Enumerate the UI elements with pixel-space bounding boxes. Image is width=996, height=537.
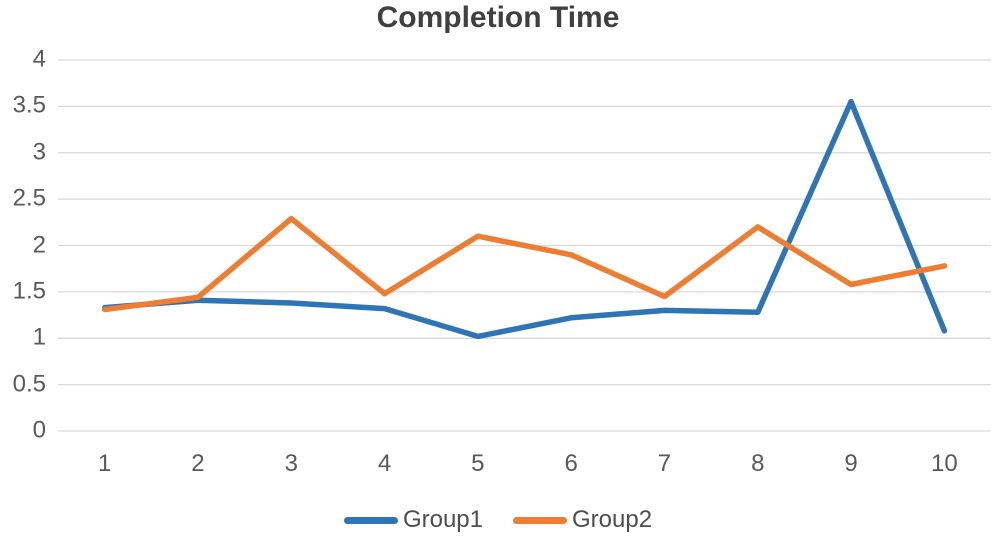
- legend-swatch-icon: [513, 516, 567, 524]
- legend: Group1 Group2: [0, 505, 996, 535]
- x-axis-tick-label: 8: [751, 450, 765, 477]
- legend-item-group2: Group2: [513, 506, 652, 534]
- y-axis-tick-label: 0.5: [12, 370, 46, 398]
- y-axis-tick-label: 1.5: [12, 277, 46, 305]
- x-axis-tick-label: 10: [930, 450, 958, 477]
- x-axis-tick-label: 4: [377, 450, 392, 477]
- x-axis-tick-label: 7: [657, 450, 672, 477]
- x-axis-tick-label: 2: [191, 450, 205, 477]
- y-axis-tick-label: 1: [32, 323, 46, 351]
- legend-swatch-icon: [343, 516, 398, 524]
- x-axis-tick-label: 6: [564, 450, 578, 477]
- legend-label: Group2: [572, 506, 653, 533]
- y-axis-tick-label: 3: [32, 138, 46, 166]
- y-axis-tick-label: 0: [32, 416, 46, 444]
- x-axis-tick-label: 9: [844, 450, 858, 477]
- y-axis-tick-label: 3.5: [12, 91, 46, 119]
- x-axis-tick-label: 3: [284, 450, 298, 477]
- legend-label: Group1: [402, 506, 483, 533]
- chart-title: Completion Time: [376, 1, 620, 34]
- series-line-group2: [101, 215, 948, 313]
- y-axis-tick-label: 4: [32, 45, 46, 73]
- y-axis-tick-label: 2.5: [12, 184, 46, 212]
- series-line-group1: [101, 98, 948, 340]
- y-axis-tick-label: 2: [32, 230, 46, 258]
- legend-item-group1: Group1: [343, 506, 483, 534]
- x-axis-tick-label: 1: [97, 450, 112, 477]
- x-axis-tick-label: 5: [471, 450, 485, 477]
